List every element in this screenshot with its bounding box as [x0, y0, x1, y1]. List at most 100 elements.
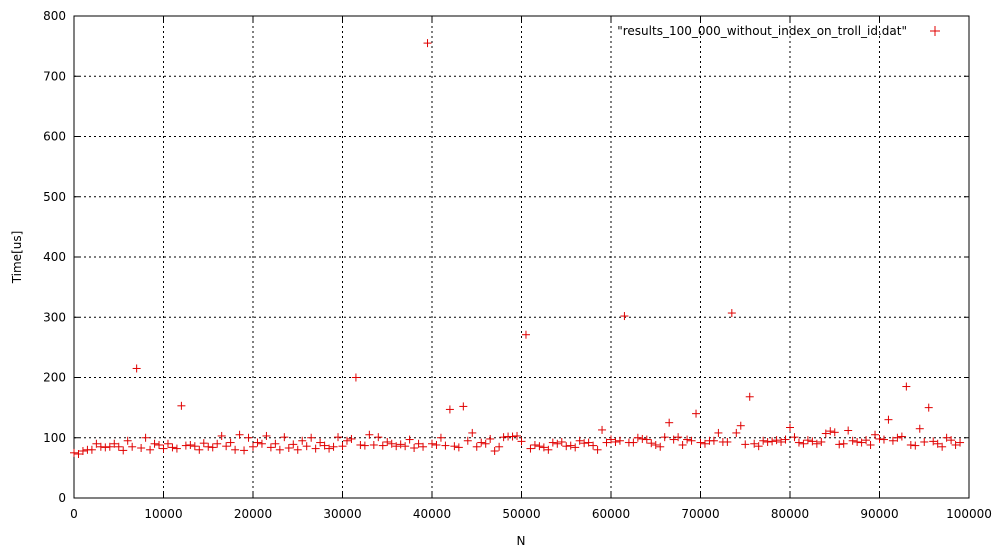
data-point — [128, 442, 137, 451]
data-point — [875, 434, 884, 443]
data-point — [642, 435, 651, 444]
data-point — [562, 442, 571, 451]
data-point — [956, 438, 965, 447]
data-point — [638, 434, 647, 443]
data-point — [271, 439, 280, 448]
data-point — [454, 443, 463, 452]
data-point — [799, 439, 808, 448]
data-point — [275, 445, 284, 454]
data-point — [709, 436, 718, 445]
data-point — [186, 440, 195, 449]
data-point — [155, 440, 164, 449]
data-point — [727, 309, 736, 318]
data-point — [495, 442, 504, 451]
data-point — [146, 445, 155, 454]
data-point — [754, 442, 763, 451]
x-tick-label: 50000 — [502, 507, 540, 521]
data-point — [826, 427, 835, 436]
data-point — [929, 437, 938, 446]
data-point — [893, 433, 902, 442]
data-point — [119, 446, 128, 455]
data-point — [763, 437, 772, 446]
data-point — [772, 436, 781, 445]
data-point — [378, 441, 387, 450]
x-tick-label: 70000 — [681, 507, 719, 521]
data-point — [432, 440, 441, 449]
data-point — [132, 364, 141, 373]
data-point — [338, 442, 347, 451]
data-point — [794, 438, 803, 447]
data-point — [177, 401, 186, 410]
data-point — [714, 428, 723, 437]
data-point — [401, 442, 410, 451]
data-point — [862, 436, 871, 445]
x-tick-label: 30000 — [323, 507, 361, 521]
data-point — [329, 442, 338, 451]
data-point — [853, 437, 862, 446]
data-point — [526, 444, 535, 453]
data-point — [902, 382, 911, 391]
data-point — [879, 435, 888, 444]
data-point — [204, 442, 213, 451]
data-point — [481, 439, 490, 448]
x-tick-label: 90000 — [860, 507, 898, 521]
y-tick-label: 400 — [43, 250, 66, 264]
data-point — [325, 444, 334, 453]
data-point — [428, 439, 436, 448]
data-point — [777, 437, 786, 446]
data-point — [888, 436, 897, 445]
data-point — [857, 438, 866, 447]
data-point — [745, 392, 754, 401]
data-point — [665, 418, 674, 427]
y-tick-label: 500 — [43, 190, 66, 204]
data-point — [633, 433, 642, 442]
data-point — [839, 439, 848, 448]
data-point — [365, 430, 374, 439]
data-point — [629, 438, 638, 447]
data-point — [803, 436, 812, 445]
data-point — [835, 440, 844, 449]
data-point — [687, 436, 696, 445]
data-point — [262, 431, 271, 440]
data-point — [669, 435, 678, 444]
data-point — [942, 433, 951, 442]
data-point — [486, 434, 495, 443]
data-point — [181, 441, 190, 450]
data-point — [696, 438, 705, 447]
data-point — [920, 437, 929, 446]
data-point — [342, 436, 351, 445]
y-tick-label: 200 — [43, 371, 66, 385]
data-point — [441, 441, 450, 450]
data-point — [830, 428, 839, 437]
data-point — [548, 438, 557, 447]
x-tick-label: 80000 — [771, 507, 809, 521]
data-point — [911, 441, 920, 450]
data-point — [575, 436, 584, 445]
data-point — [521, 330, 530, 339]
data-point — [477, 438, 486, 447]
data-point — [463, 436, 472, 445]
legend: "results_100_000_without_index_on_troll_… — [617, 24, 940, 38]
data-point — [602, 438, 611, 447]
data-point — [938, 442, 947, 451]
data-point — [190, 442, 199, 451]
data-point — [535, 442, 544, 451]
data-point — [530, 440, 539, 449]
data-point — [513, 431, 522, 440]
data-point — [812, 439, 821, 448]
data-point — [208, 443, 217, 452]
data-point — [141, 433, 150, 442]
data-point — [759, 436, 768, 445]
data-point — [213, 439, 222, 448]
y-tick-label: 0 — [58, 491, 66, 505]
x-tick-label: 40000 — [413, 507, 451, 521]
data-point — [257, 439, 266, 448]
data-point — [786, 423, 794, 432]
data-point — [356, 440, 365, 449]
data-point — [92, 439, 101, 448]
x-tick-label: 10000 — [144, 507, 182, 521]
data-point — [405, 435, 414, 444]
data-point — [589, 441, 598, 450]
data-point — [392, 442, 401, 451]
data-point — [647, 439, 656, 448]
